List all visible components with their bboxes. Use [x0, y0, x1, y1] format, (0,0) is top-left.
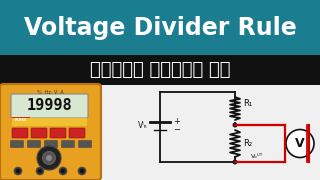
- Circle shape: [286, 129, 314, 158]
- Text: Voltage Divider Rule: Voltage Divider Rule: [24, 15, 296, 39]
- Text: R₁: R₁: [243, 99, 252, 108]
- Circle shape: [38, 169, 42, 173]
- FancyBboxPatch shape: [44, 141, 58, 147]
- Circle shape: [78, 167, 86, 175]
- Text: የሰልᘷጁ ዳጋይደር ሕግ: የሰልᘷጁ ዳጋይደር ሕግ: [90, 61, 230, 79]
- FancyBboxPatch shape: [0, 84, 101, 180]
- Circle shape: [233, 123, 237, 127]
- Bar: [0, 0, 320, 55]
- Bar: [0, 85, 320, 180]
- Text: Vᴵₙ: Vᴵₙ: [138, 122, 148, 130]
- Circle shape: [61, 169, 65, 173]
- FancyBboxPatch shape: [12, 128, 28, 138]
- Circle shape: [14, 167, 22, 175]
- Text: −: −: [173, 125, 180, 134]
- FancyBboxPatch shape: [61, 141, 75, 147]
- FancyBboxPatch shape: [11, 94, 88, 118]
- Circle shape: [46, 155, 52, 161]
- FancyBboxPatch shape: [50, 128, 66, 138]
- FancyBboxPatch shape: [11, 141, 23, 147]
- Circle shape: [16, 169, 20, 173]
- Bar: [0, 55, 320, 85]
- Text: V: V: [295, 137, 305, 150]
- Text: +: +: [173, 118, 180, 127]
- Circle shape: [59, 167, 67, 175]
- Bar: [12, 117, 30, 123]
- Bar: [0, 85, 320, 180]
- Circle shape: [42, 151, 56, 165]
- Text: FLUKE: FLUKE: [15, 118, 27, 122]
- Text: %  Hz  V  A: % Hz V A: [37, 89, 64, 94]
- FancyBboxPatch shape: [28, 141, 41, 147]
- Circle shape: [233, 159, 237, 165]
- FancyBboxPatch shape: [78, 141, 92, 147]
- Text: 19998: 19998: [27, 98, 72, 114]
- Circle shape: [37, 146, 61, 170]
- Bar: [12, 118, 87, 126]
- FancyBboxPatch shape: [69, 128, 85, 138]
- FancyBboxPatch shape: [31, 128, 47, 138]
- Circle shape: [80, 169, 84, 173]
- Circle shape: [36, 167, 44, 175]
- Text: Vₒᵁᵀ: Vₒᵁᵀ: [251, 154, 263, 159]
- Text: R₂: R₂: [243, 139, 252, 148]
